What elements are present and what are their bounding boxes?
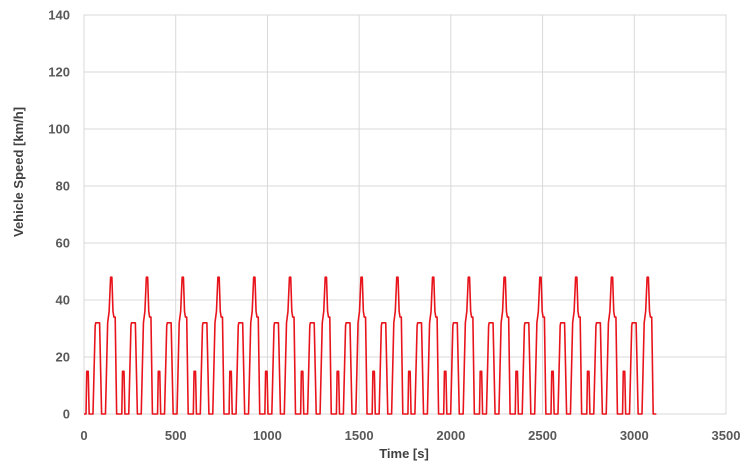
x-tick-label: 0	[80, 428, 87, 443]
y-tick-label: 140	[48, 8, 70, 23]
x-tick-label: 2500	[528, 428, 557, 443]
y-tick-label: 40	[56, 293, 70, 308]
x-tick-label: 500	[165, 428, 187, 443]
series-layer	[84, 276, 657, 415]
y-tick-label: 100	[48, 122, 70, 137]
y-tick-label: 0	[63, 407, 70, 422]
x-tick-label: 1500	[345, 428, 374, 443]
x-tick-label: 3000	[620, 428, 649, 443]
tick-labels: 0 20 40 60 80 100 120 140 0 500 1000 1500 2000 2500 30…	[48, 8, 740, 444]
y-tick-label: 80	[56, 179, 70, 194]
x-tick-label: 3500	[712, 428, 741, 443]
y-tick-label: 120	[48, 65, 70, 80]
y-tick-label: 60	[56, 236, 70, 251]
y-tick-label: 20	[56, 350, 70, 365]
gridlines	[83, 14, 727, 415]
x-tick-label: 2000	[436, 428, 465, 443]
plot-frame	[83, 14, 727, 415]
x-axis-title: Time [s]	[379, 446, 429, 461]
y-axis-title: Vehicle Speed [km/h]	[11, 107, 26, 237]
axes	[83, 14, 727, 415]
x-tick-label: 1000	[253, 428, 282, 443]
speed-series-line	[84, 276, 657, 415]
